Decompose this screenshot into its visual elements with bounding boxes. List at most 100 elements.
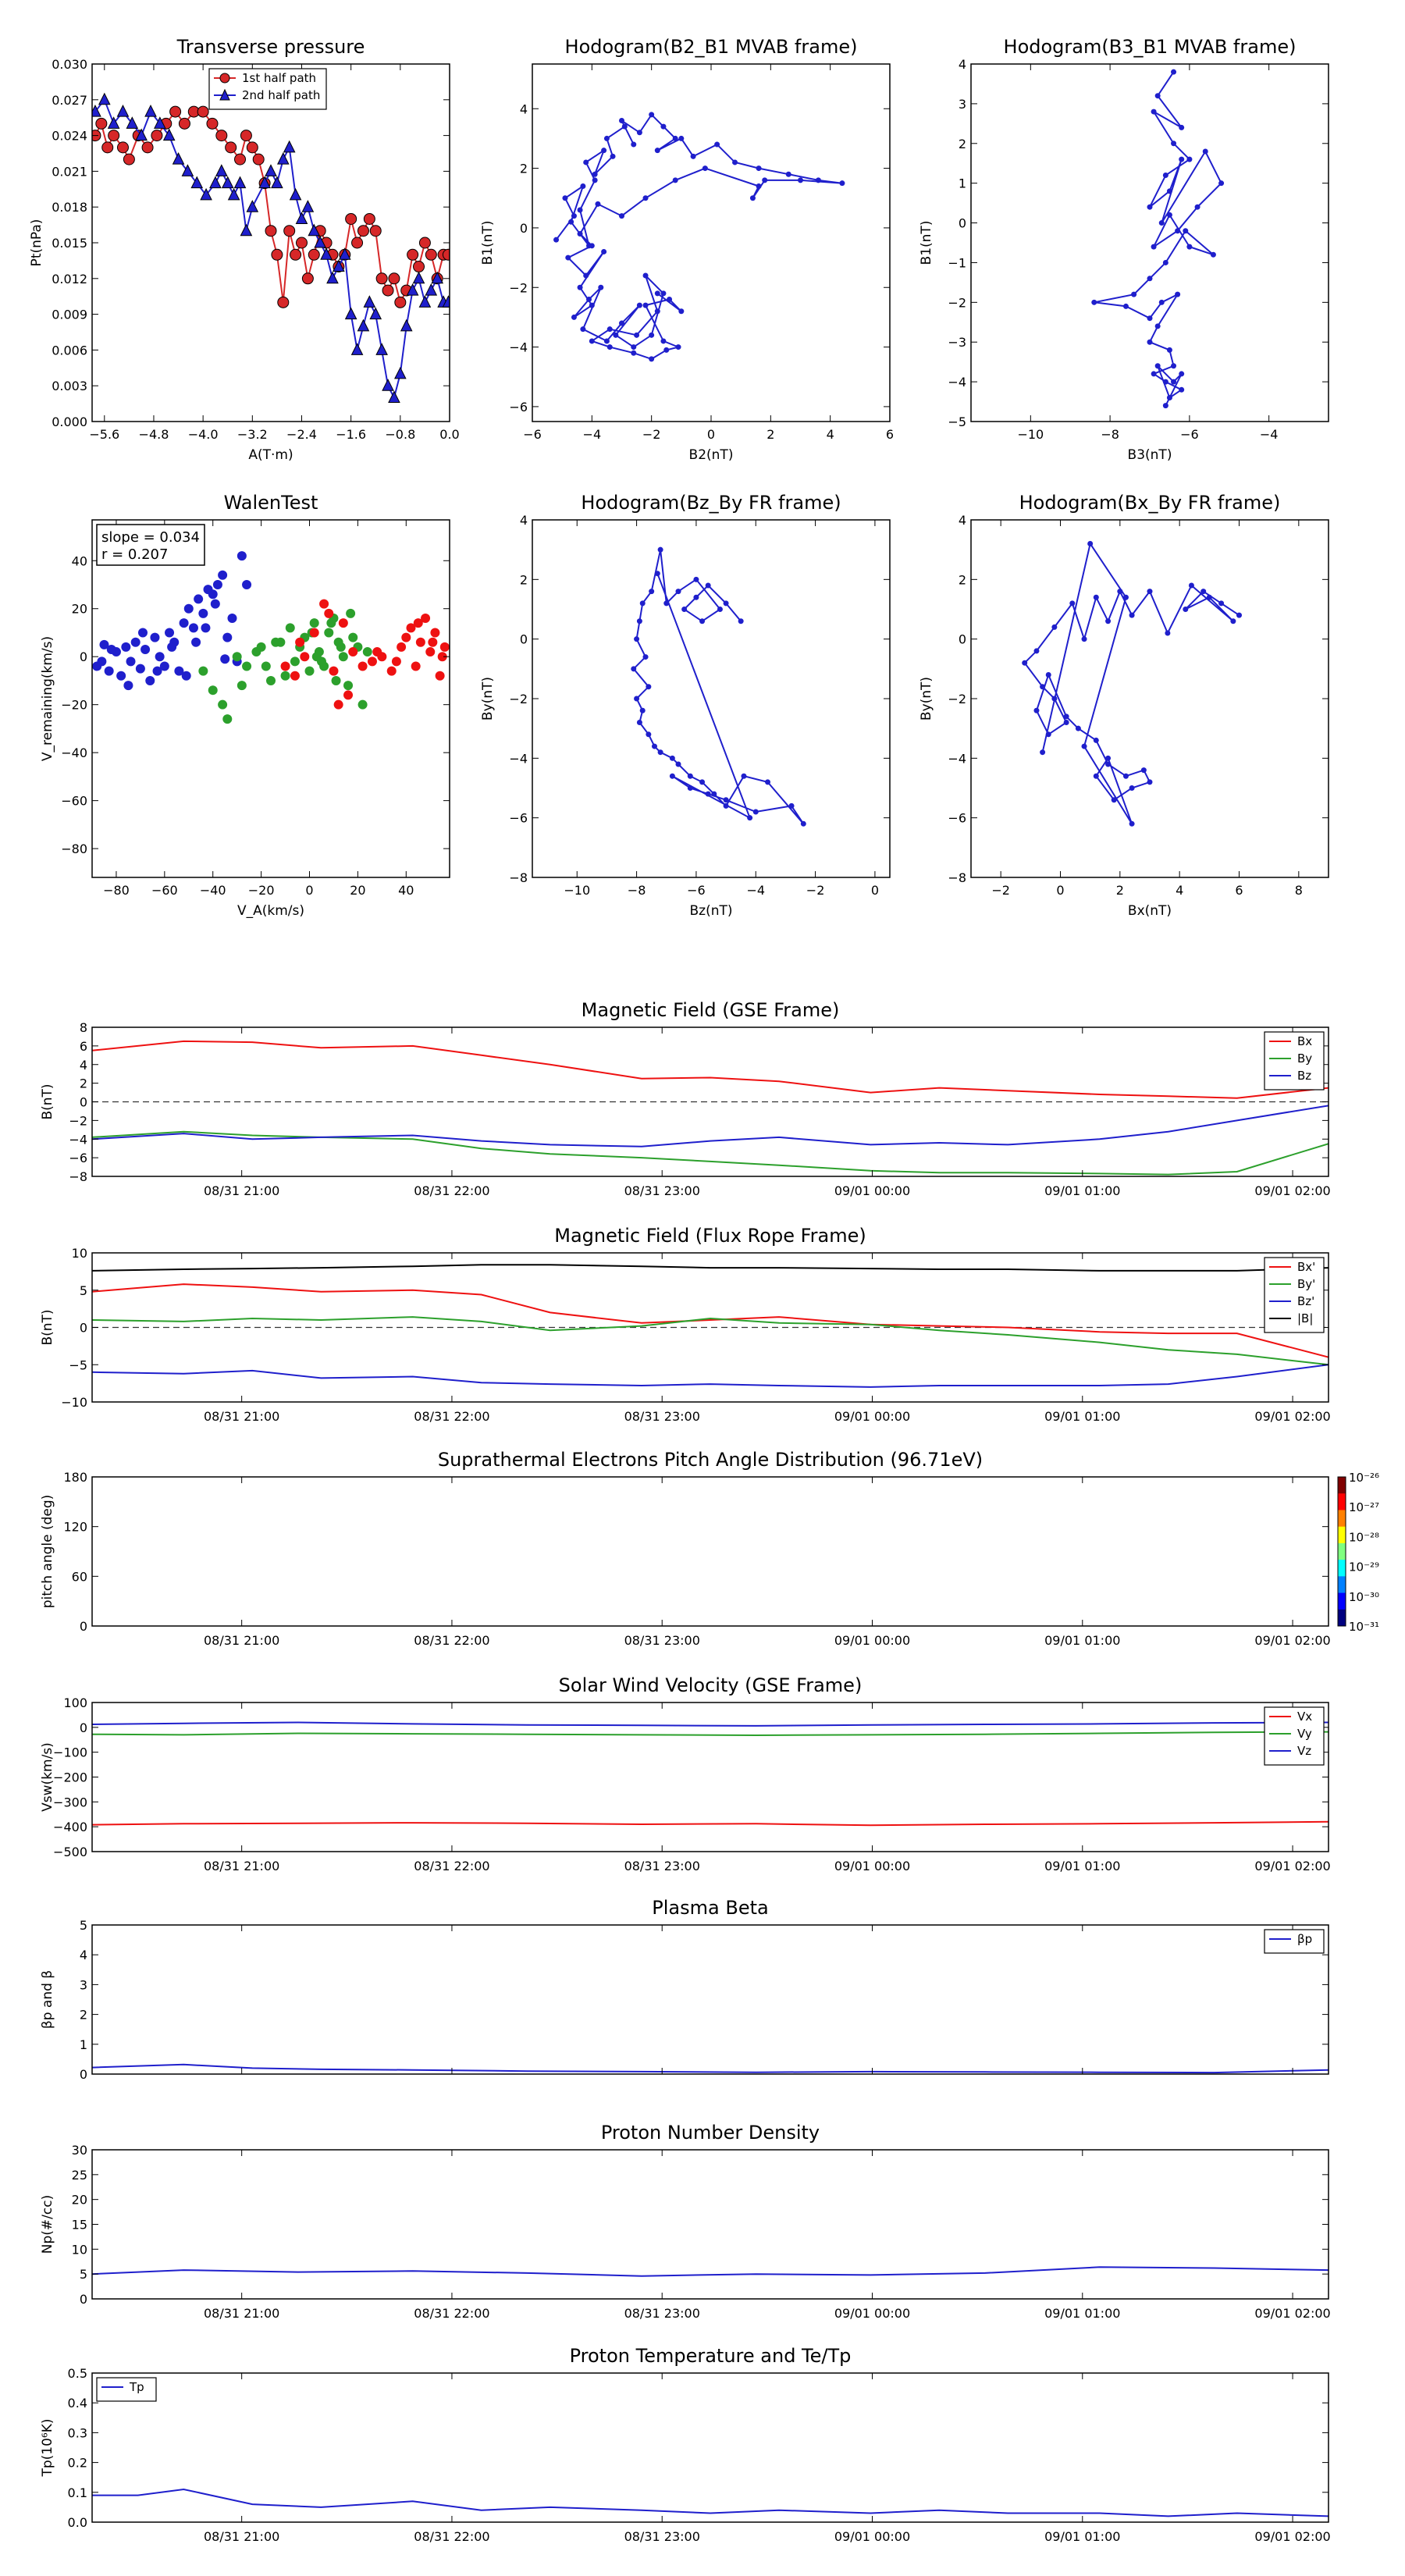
data-point	[619, 320, 624, 326]
data-point	[1147, 779, 1153, 785]
data-point	[1087, 541, 1094, 547]
scatter-point	[155, 652, 165, 662]
y-tick-label: 0.021	[52, 164, 87, 179]
magnetic-field-fr-series-2	[92, 1364, 1329, 1388]
x-tick-label: 8	[1295, 883, 1303, 898]
x-tick-label: −8	[628, 883, 646, 898]
data-point	[252, 153, 265, 165]
data-point	[277, 296, 290, 308]
x-tick-label: 09/01 01:00	[1044, 1859, 1120, 1873]
data-point	[565, 254, 571, 261]
data-point	[108, 130, 120, 142]
scatter-point	[280, 671, 290, 681]
y-tick-label: 0	[520, 632, 528, 647]
scatter-point	[391, 656, 401, 667]
data-point	[613, 332, 619, 338]
data-point	[234, 153, 247, 165]
magnetic-field-fr-series-3	[92, 1264, 1329, 1272]
data-point	[407, 248, 419, 261]
scatter-point	[123, 681, 133, 691]
data-point	[642, 272, 649, 279]
data-point	[1194, 204, 1200, 210]
data-point	[271, 248, 283, 261]
data-point	[667, 297, 673, 303]
data-point	[1165, 630, 1171, 636]
scatter-point	[290, 656, 300, 667]
x-tick-label: −8	[1101, 427, 1119, 442]
scatter-point	[439, 642, 450, 652]
scatter-point	[261, 661, 271, 671]
y-tick-label: −5	[69, 1357, 87, 1372]
y-tick-label: 30	[72, 2143, 87, 2158]
x-tick-label: −2	[642, 427, 661, 442]
data-point	[1129, 820, 1135, 827]
data-point	[301, 272, 314, 285]
data-point	[788, 802, 795, 809]
x-tick-label: −4.8	[139, 427, 169, 442]
data-point	[636, 720, 642, 726]
data-point	[246, 200, 259, 212]
y-tick-label: 8	[80, 1020, 87, 1035]
data-point	[382, 379, 394, 391]
scatter-point	[319, 599, 329, 609]
data-point	[1105, 618, 1112, 624]
scatter-point	[425, 647, 436, 657]
data-point	[240, 130, 252, 142]
data-point	[651, 743, 657, 749]
y-tick-label: 0.1	[68, 2485, 87, 2500]
colorbar-segment	[1338, 1592, 1346, 1610]
data-point	[1210, 251, 1216, 258]
data-point	[225, 141, 237, 154]
data-point	[1105, 755, 1112, 761]
data-point	[586, 297, 592, 303]
data-point	[1158, 220, 1165, 226]
x-tick-label: 09/01 01:00	[1044, 2306, 1120, 2321]
solar-wind-velocity-data	[92, 1721, 1329, 1827]
data-point	[1186, 156, 1193, 162]
walen-test-ylabel: V_remaining(km/s)	[40, 636, 55, 761]
y-tick-label: −4	[948, 751, 966, 766]
y-tick-label: 0.003	[52, 379, 87, 393]
data-point	[592, 171, 598, 177]
y-tick-label: −400	[53, 1820, 87, 1834]
data-point	[732, 159, 738, 165]
data-point	[363, 295, 376, 308]
data-point	[1171, 379, 1177, 385]
scatter-point	[208, 685, 218, 696]
x-tick-label: 09/01 02:00	[1254, 1409, 1330, 1424]
scatter-point	[237, 681, 247, 691]
hodogram-bz-by-title: Hodogram(Bz_By FR frame)	[581, 492, 841, 514]
data-point	[1206, 594, 1212, 600]
data-point	[1122, 594, 1129, 600]
scatter-point	[188, 623, 198, 633]
data-point	[693, 594, 699, 600]
x-tick-label: −2	[991, 883, 1010, 898]
magnetic-field-gse-data	[92, 1040, 1329, 1176]
colorbar-segment	[1338, 1526, 1346, 1544]
legend-box	[1264, 1929, 1325, 1954]
series-line	[1023, 542, 1240, 824]
scatter-point	[300, 652, 310, 662]
data-point	[200, 187, 212, 201]
magnetic-field-fr-legend: Bx' By' Bz' |B|	[1264, 1257, 1325, 1333]
data-point	[295, 237, 308, 249]
y-tick-label: 0.027	[52, 93, 87, 108]
y-tick-label: 180	[63, 1470, 87, 1485]
magnetic-field-gse-ylabel: B(nT)	[40, 1083, 55, 1119]
scatter-point	[348, 632, 358, 642]
data-point	[227, 187, 240, 201]
scatter-point	[266, 675, 276, 685]
scatter-point	[220, 654, 230, 664]
data-point	[144, 104, 157, 117]
proton-temperature-data	[92, 2488, 1329, 2517]
scatter-point	[338, 618, 348, 628]
data-point	[1075, 725, 1081, 731]
solar-wind-velocity-ylabel: Vsw(km/s)	[40, 1742, 55, 1812]
data-point	[619, 118, 624, 124]
data-point	[1166, 212, 1172, 218]
hodogram-bx-by-xlabel: Bx(nT)	[1128, 903, 1172, 919]
data-point	[639, 600, 646, 607]
data-point	[636, 618, 642, 624]
